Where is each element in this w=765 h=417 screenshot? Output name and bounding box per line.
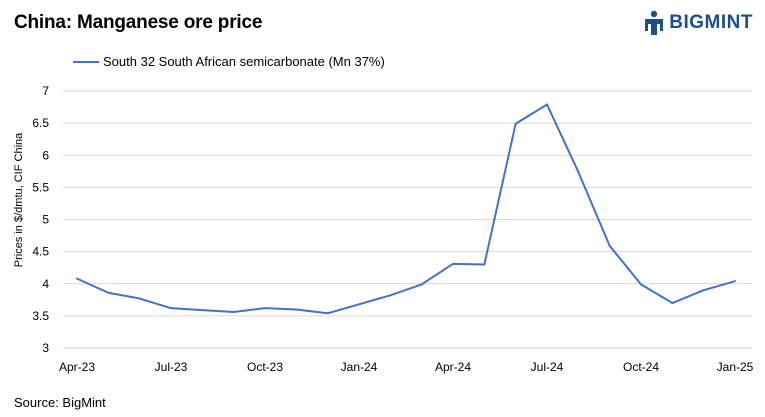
data-point	[608, 244, 611, 247]
x-tick-label: Oct-24	[623, 360, 659, 374]
source-note: Source: BigMint	[14, 395, 106, 410]
legend-swatch	[73, 60, 99, 63]
data-point	[107, 291, 110, 294]
legend-label: South 32 South African semicarbonate (Mn…	[103, 54, 385, 69]
data-point	[452, 262, 454, 265]
data-point	[295, 308, 298, 311]
x-tick-label: Apr-24	[435, 360, 471, 374]
y-tick-label: 7	[42, 84, 49, 98]
data-point	[577, 170, 580, 173]
x-tick-label: Jul-24	[531, 360, 564, 374]
bigmint-logo-icon	[645, 10, 664, 35]
y-tick-label: 3.5	[32, 309, 49, 323]
data-point	[326, 312, 329, 315]
data-point	[389, 294, 392, 297]
y-tick-label: 4.5	[32, 245, 49, 259]
bigmint-logo-text: BIGMINT	[669, 12, 753, 33]
y-tick-label: 5.5	[32, 180, 49, 194]
data-point	[264, 307, 266, 310]
data-point	[420, 283, 423, 286]
data-point	[170, 307, 172, 310]
data-point	[514, 122, 517, 125]
series-lines	[76, 103, 736, 315]
data-point	[640, 283, 642, 286]
y-tick-label: 6	[42, 148, 49, 162]
x-axis-ticks: Apr-23 Jul-23 Oct-23 Jan-24 Apr-24 Jul-24 Oct-…	[59, 360, 754, 374]
data-point	[702, 289, 705, 292]
data-point	[138, 297, 141, 300]
x-tick-label: Oct-23	[247, 360, 283, 374]
data-point	[671, 302, 674, 305]
data-point	[546, 103, 548, 106]
data-point	[76, 277, 78, 280]
x-tick-label: Jan-25	[717, 360, 754, 374]
data-point	[483, 263, 486, 266]
x-tick-label: Apr-23	[59, 360, 95, 374]
y-tick-label: 3	[42, 341, 49, 355]
chart-title: China: Manganese ore price	[14, 12, 263, 33]
gridlines	[63, 90, 752, 349]
y-tick-label: 5	[42, 213, 49, 227]
chart-legend: South 32 South African semicarbonate (Mn…	[73, 54, 385, 69]
y-axis-ticks: 3 3.5 4 4.5 5 5.5 6 6.5 7	[32, 84, 49, 355]
data-point	[201, 309, 204, 312]
x-tick-label: Jan-24	[341, 360, 378, 374]
series-line-0	[76, 103, 736, 315]
y-tick-label: 4	[42, 277, 49, 291]
data-point	[232, 311, 235, 314]
data-point	[358, 303, 360, 306]
bigmint-logo: BIGMINT	[643, 10, 753, 36]
y-tick-label: 6.5	[32, 116, 49, 130]
data-point	[734, 280, 736, 283]
x-tick-label: Jul-23	[155, 360, 188, 374]
